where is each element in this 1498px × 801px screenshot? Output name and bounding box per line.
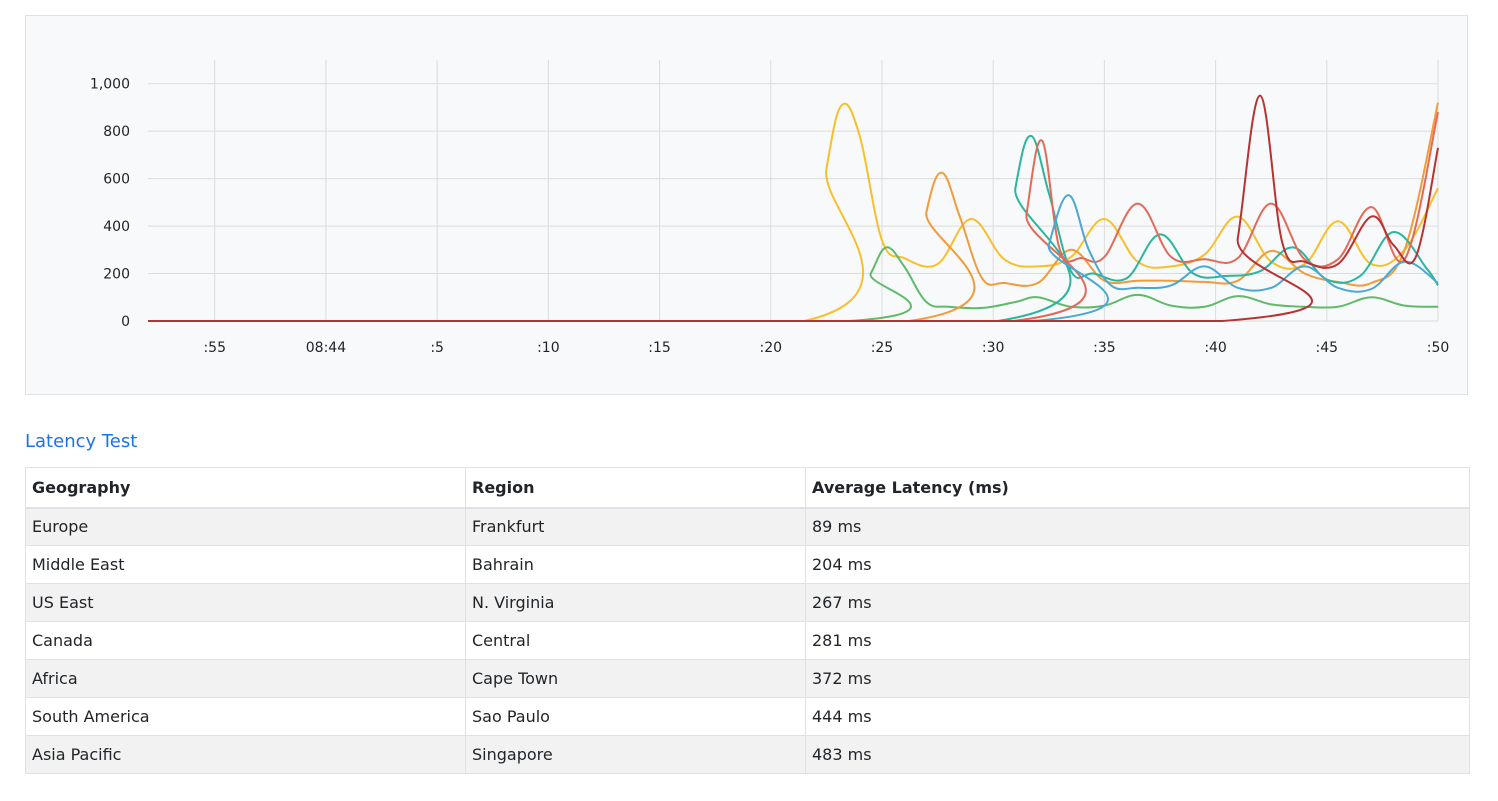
latency-cell: 372 ms [805,659,1470,698]
y-tick-label: 800 [103,124,130,140]
latency-chart-panel: 0 200 400 600 800 1,000 :55 08:44 :5 :10 :15 :20 :25… [25,15,1468,395]
geography-cell: Africa [25,659,466,698]
table-row: Africa Cape Town 372 ms [25,659,1470,698]
region-cell: Central [465,621,806,660]
region-cell: Singapore [465,735,806,774]
x-tick-label: :15 [648,340,671,356]
y-tick-label: 400 [103,219,130,235]
geography-cell: Middle East [25,545,466,584]
table-row: US East N. Virginia 267 ms [25,583,1470,622]
table-header-row: Geography Region Average Latency (ms) [25,467,1470,509]
latency-line-chart: 0 200 400 600 800 1,000 :55 08:44 :5 :10 :15 :20 :25… [90,60,1450,356]
x-tick-label: :35 [1093,340,1116,356]
latency-cell: 444 ms [805,697,1470,736]
header-geography: Geography [25,467,466,509]
x-tick-label: :45 [1316,340,1339,356]
series-line-1 [148,102,1439,323]
region-cell: Bahrain [465,545,806,584]
x-tick-label: :30 [982,340,1005,356]
latency-cell: 281 ms [805,621,1470,660]
y-tick-label: 0 [121,314,130,330]
geography-cell: South America [25,697,466,736]
series-line-5 [148,111,1439,323]
series-line-7 [148,94,1439,323]
x-tick-label: :55 [203,340,226,356]
x-tick-label: :20 [759,340,782,356]
series-line-3 [148,102,1439,323]
table-row: Canada Central 281 ms [25,621,1470,660]
x-tick-label: :5 [430,340,444,356]
header-average-latency: Average Latency (ms) [805,467,1470,509]
region-cell: Frankfurt [465,507,806,546]
region-cell: Sao Paulo [465,697,806,736]
table-row: South America Sao Paulo 444 ms [25,697,1470,736]
geography-cell: Canada [25,621,466,660]
x-tick-label: 08:44 [306,340,346,356]
series-line-2 [148,246,1439,323]
region-cell: N. Virginia [465,583,806,622]
latency-cell: 204 ms [805,545,1470,584]
y-tick-label: 1,000 [90,77,130,93]
header-region: Region [465,467,806,509]
latency-cell: 483 ms [805,735,1470,774]
latency-cell: 89 ms [805,507,1470,546]
region-cell: Cape Town [465,659,806,698]
latency-test-heading: Latency Test [25,431,138,452]
x-tick-label: :25 [871,340,894,356]
table-row: Europe Frankfurt 89 ms [25,507,1470,546]
geography-cell: Europe [25,507,466,546]
geography-cell: Asia Pacific [25,735,466,774]
x-tick-label: :50 [1427,340,1450,356]
series-line-4 [148,134,1439,323]
series-line-6 [148,194,1439,323]
latency-cell: 267 ms [805,583,1470,622]
y-tick-label: 600 [103,172,130,188]
x-tick-label: :40 [1204,340,1227,356]
latency-table: Geography Region Average Latency (ms) Eu… [25,467,1470,774]
geography-cell: US East [25,583,466,622]
y-tick-label: 200 [103,267,130,283]
x-tick-label: :10 [537,340,560,356]
table-row: Asia Pacific Singapore 483 ms [25,735,1470,774]
table-row: Middle East Bahrain 204 ms [25,545,1470,584]
